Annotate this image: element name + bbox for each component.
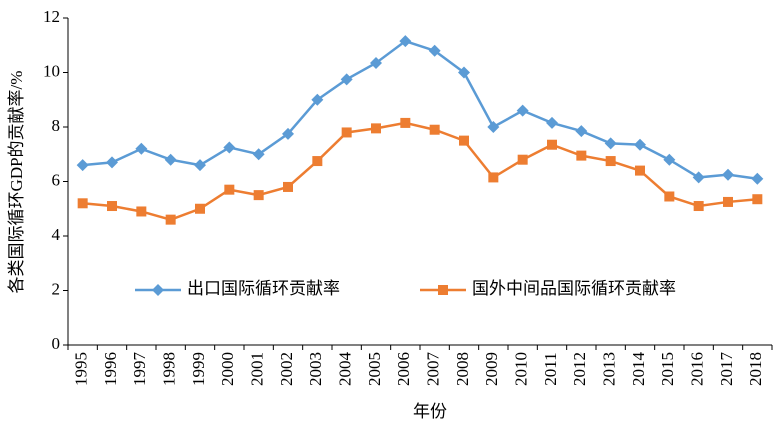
point [634,138,646,151]
line [82,121,758,221]
point [399,35,412,48]
y-axis-label: 各类国际循环GDP的贡献率/% [7,71,26,294]
x-tick-label: 1997 [130,352,149,387]
point [195,203,205,214]
point [135,142,148,155]
y-tick-label: 0 [52,334,61,353]
point [76,159,89,172]
point [224,184,235,195]
point [340,73,353,86]
point [77,198,88,209]
point [438,285,448,295]
point [282,127,294,140]
point [136,206,147,217]
x-tick-label: 2013 [600,352,619,386]
point [194,159,206,172]
x-tick-label: 2017 [717,352,736,387]
point [400,117,411,128]
point [106,156,118,169]
point [165,214,176,225]
y-tick-label: 8 [52,116,61,135]
x-tick-label: 2009 [482,352,501,386]
point [575,125,588,138]
point [283,181,293,192]
legend-label: 国外中间品国际循环贡献率 [472,279,676,298]
point [312,156,323,167]
point [223,141,236,154]
y-tick-label: 10 [43,61,60,80]
point [692,171,705,184]
x-tick-label: 2001 [248,352,267,386]
point [252,148,265,161]
point [663,153,676,166]
point [428,44,441,57]
point [723,196,733,207]
point [576,150,587,161]
point [459,135,469,146]
x-tick-label: 1999 [189,352,208,386]
point [253,190,264,201]
point [311,93,324,106]
point [517,154,528,165]
point [107,201,117,212]
point [752,194,763,205]
x-tick-label: 2011 [541,352,560,385]
point [605,156,616,167]
point [751,172,764,185]
x-tick-label: 2004 [336,352,355,387]
x-tick-label: 1996 [101,352,120,386]
x-tick-label: 2010 [512,352,531,386]
x-axis-label: 年份 [413,402,447,421]
y-tick-label: 12 [43,7,60,26]
point [371,123,381,134]
y-tick-label: 2 [52,279,61,298]
x-tick-label: 2014 [629,352,648,387]
x-tick-label: 2016 [688,352,707,386]
point [635,165,645,176]
point [488,172,499,183]
point [341,127,352,138]
x-tick-label: 1998 [160,352,179,386]
point [604,137,617,150]
point [458,66,470,79]
x-tick-label: 1995 [72,352,91,386]
point [487,121,500,133]
x-tick-label: 2012 [570,352,589,386]
point [664,191,675,202]
legend-label: 出口国际循环贡献率 [187,279,340,298]
point [164,153,177,166]
point [152,284,164,296]
y-tick-label: 6 [52,170,61,189]
point [693,201,704,212]
x-tick-label: 2008 [453,352,472,386]
y-tick-label: 4 [52,225,61,244]
x-tick-label: 2007 [424,352,443,387]
point [370,56,382,69]
point [722,168,734,181]
point [429,124,440,135]
x-tick-label: 2018 [746,352,765,386]
point [546,116,558,129]
x-tick-label: 2005 [365,352,384,386]
line [82,39,758,181]
x-tick-label: 2015 [658,352,677,386]
x-tick-label: 2006 [394,352,413,386]
x-tick-label: 2003 [306,352,325,386]
point [516,104,529,117]
x-tick-label: 2000 [218,352,237,386]
point [547,139,557,150]
x-tick-label: 2002 [277,352,296,386]
